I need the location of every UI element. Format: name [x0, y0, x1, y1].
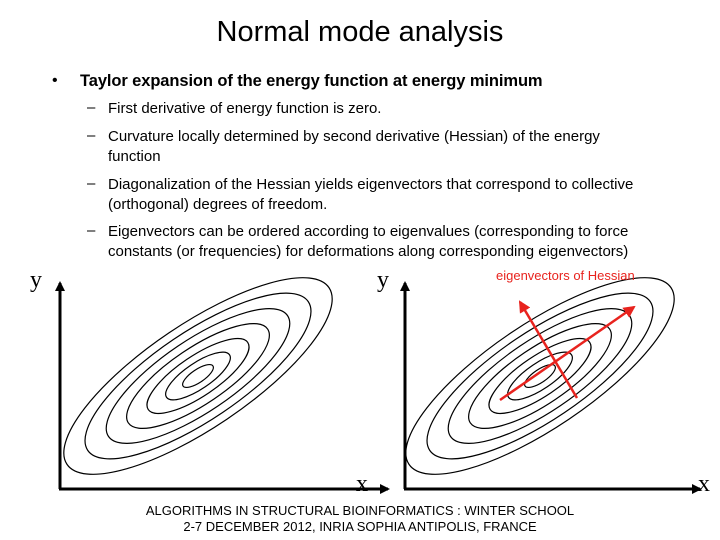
axis-label: y	[30, 267, 42, 293]
axis-label: x	[356, 471, 368, 497]
contour	[165, 351, 231, 401]
bullet: Taylor expansion of the energy function …	[80, 72, 543, 90]
left-plot: y x	[30, 267, 390, 497]
dash: –	[87, 99, 96, 116]
contours	[405, 277, 675, 475]
contour	[405, 277, 675, 475]
contour	[84, 292, 312, 460]
contour	[126, 323, 270, 429]
dash: –	[87, 175, 96, 192]
axis-label: x	[698, 471, 710, 497]
contour	[488, 337, 592, 415]
eigenvector-arrow	[499, 305, 636, 402]
footer: ALGORITHMS IN STRUCTURAL BIOINFORMATICS …	[0, 503, 720, 535]
sub-bullet: First derivative of energy function is z…	[108, 100, 382, 117]
footer-line: ALGORITHMS IN STRUCTURAL BIOINFORMATICS …	[145, 503, 575, 518]
dash: –	[87, 222, 96, 239]
sub-bullet: Curvature locally determined by second d…	[108, 128, 600, 165]
contour	[146, 337, 250, 415]
dash: –	[87, 127, 96, 144]
axis-label: y	[377, 267, 389, 293]
sub-bullet: Eigenvectors can be ordered according to…	[108, 223, 629, 260]
contour	[182, 363, 214, 389]
contour	[105, 308, 291, 444]
contour	[507, 351, 573, 401]
annotation: eigenvectors of Hessian	[496, 268, 635, 283]
contour	[63, 277, 333, 475]
eigenvector-arrow	[518, 300, 579, 399]
contour	[468, 323, 612, 429]
contours	[63, 277, 333, 475]
contour	[426, 292, 654, 460]
right-plot: y x eigenvectors of Hessian	[377, 267, 710, 497]
bullet-marker: •	[52, 72, 58, 89]
slide-title: Normal mode analysis	[216, 16, 504, 48]
contour	[524, 363, 556, 389]
contour	[447, 308, 633, 444]
sub-bullet: Diagonalization of the Hessian yields ei…	[108, 176, 634, 213]
footer-line: 2-7 DECEMBER 2012, INRIA SOPHIA ANTIPOLI…	[183, 519, 537, 534]
